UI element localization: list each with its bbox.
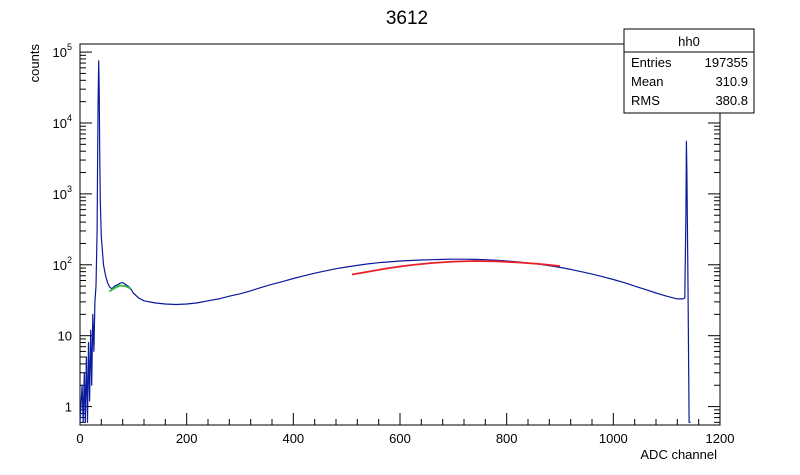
stats-mean-value: 310.9: [715, 74, 748, 89]
x-tick-label: 200: [176, 431, 198, 446]
x-tick-label: 400: [282, 431, 304, 446]
stats-box-frame: [623, 28, 755, 114]
stats-rms-value: 380.8: [715, 93, 748, 108]
chart-title: 3612: [386, 8, 428, 29]
stats-box: hh0 Entries 197355 Mean 310.9 RMS 380.8: [623, 28, 755, 114]
x-tick-label: 1000: [599, 431, 628, 446]
series-line-1: [351, 260, 561, 276]
x-axis-label: ADC channel: [640, 447, 717, 462]
series-line-2: [108, 284, 132, 293]
stats-entries-value: 197355: [705, 55, 748, 70]
x-tick-label: 800: [496, 431, 518, 446]
stats-name: hh0: [678, 34, 700, 49]
y-axis-label: counts: [27, 44, 42, 83]
stats-rms-label: RMS: [631, 93, 660, 108]
series-layer: [79, 60, 691, 423]
x-tick-label: 0: [76, 431, 83, 446]
stats-mean-label: Mean: [631, 74, 664, 89]
x-tick-label: 1200: [706, 431, 735, 446]
y-tick-label: 103: [53, 184, 72, 202]
y-axis-ticks: 1 10 102 103 104 105: [53, 42, 720, 423]
y-tick-label: 1: [65, 400, 72, 415]
y-tick-label: 105: [53, 42, 72, 60]
y-tick-label: 10: [58, 329, 72, 344]
series-line-0: [79, 60, 691, 423]
x-axis-ticks: 0 200 400 600 800 1000 1200: [76, 413, 734, 446]
y-tick-label: 102: [53, 255, 72, 273]
x-tick-label: 600: [389, 431, 411, 446]
y-tick-label: 104: [53, 113, 72, 131]
stats-entries-label: Entries: [631, 55, 672, 70]
